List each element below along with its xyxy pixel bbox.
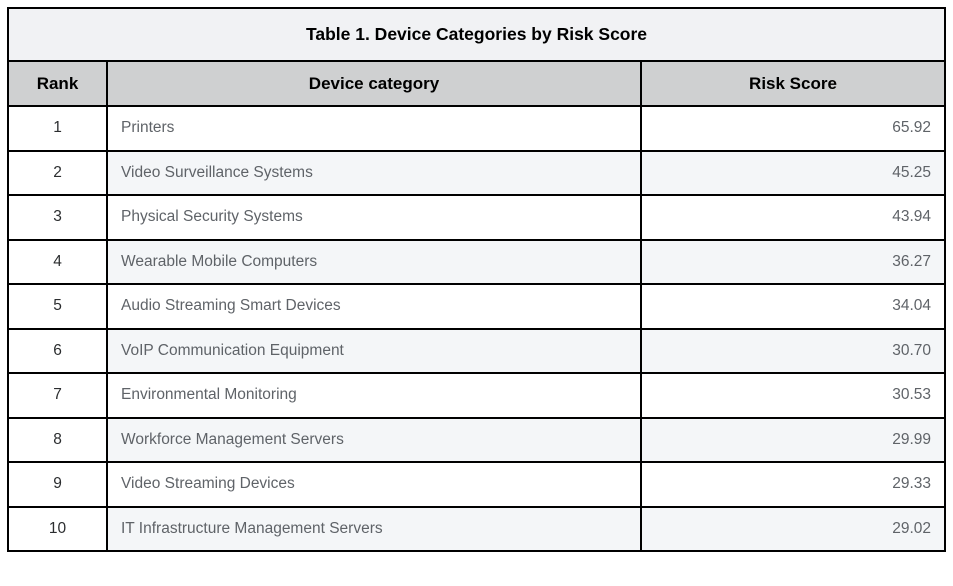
- score-cell: 65.92: [640, 105, 946, 152]
- score-cell: 29.33: [640, 461, 946, 508]
- table-row: 3 Physical Security Systems 43.94: [7, 194, 946, 241]
- table-row: 4 Wearable Mobile Computers 36.27: [7, 238, 946, 285]
- category-cell: Audio Streaming Smart Devices: [106, 283, 642, 330]
- table-row: 10 IT Infrastructure Management Servers 29…: [7, 505, 946, 552]
- column-header-device-category: Device category: [106, 60, 642, 107]
- rank-cell: 9: [7, 461, 108, 508]
- category-cell: Physical Security Systems: [106, 194, 642, 241]
- table-body: 1 Printers 65.92 2 Video Surveillance System…: [7, 105, 946, 552]
- score-cell: 34.04: [640, 283, 946, 330]
- score-cell: 36.27: [640, 238, 946, 285]
- rank-cell: 8: [7, 416, 108, 463]
- category-cell: Environmental Monitoring: [106, 372, 642, 419]
- category-cell: IT Infrastructure Management Servers: [106, 505, 642, 552]
- table-row: 2 Video Surveillance Systems 45.25: [7, 149, 946, 196]
- category-cell: Workforce Management Servers: [106, 416, 642, 463]
- rank-cell: 1: [7, 105, 108, 152]
- rank-cell: 6: [7, 327, 108, 374]
- table-row: 8 Workforce Management Servers 29.99: [7, 416, 946, 463]
- column-header-risk-score: Risk Score: [640, 60, 946, 107]
- table-row: 5 Audio Streaming Smart Devices 34.04: [7, 283, 946, 330]
- score-cell: 30.70: [640, 327, 946, 374]
- score-cell: 45.25: [640, 149, 946, 196]
- table-row: 1 Printers 65.92: [7, 105, 946, 152]
- rank-cell: 3: [7, 194, 108, 241]
- category-cell: VoIP Communication Equipment: [106, 327, 642, 374]
- table-row: 9 Video Streaming Devices 29.33: [7, 461, 946, 508]
- score-cell: 30.53: [640, 372, 946, 419]
- rank-cell: 5: [7, 283, 108, 330]
- category-cell: Video Streaming Devices: [106, 461, 642, 508]
- category-cell: Wearable Mobile Computers: [106, 238, 642, 285]
- category-cell: Video Surveillance Systems: [106, 149, 642, 196]
- table-title: Table 1. Device Categories by Risk Score: [7, 7, 946, 62]
- rank-cell: 10: [7, 505, 108, 552]
- score-cell: 29.02: [640, 505, 946, 552]
- score-cell: 43.94: [640, 194, 946, 241]
- table-row: 6 VoIP Communication Equipment 30.70: [7, 327, 946, 374]
- rank-cell: 4: [7, 238, 108, 285]
- table-header-row: Rank Device category Risk Score: [7, 60, 946, 107]
- category-cell: Printers: [106, 105, 642, 152]
- table-title-row: Table 1. Device Categories by Risk Score: [7, 7, 946, 62]
- column-header-rank: Rank: [7, 60, 108, 107]
- score-cell: 29.99: [640, 416, 946, 463]
- rank-cell: 2: [7, 149, 108, 196]
- rank-cell: 7: [7, 372, 108, 419]
- table-row: 7 Environmental Monitoring 30.53: [7, 372, 946, 419]
- device-risk-table: Table 1. Device Categories by Risk Score…: [7, 7, 946, 552]
